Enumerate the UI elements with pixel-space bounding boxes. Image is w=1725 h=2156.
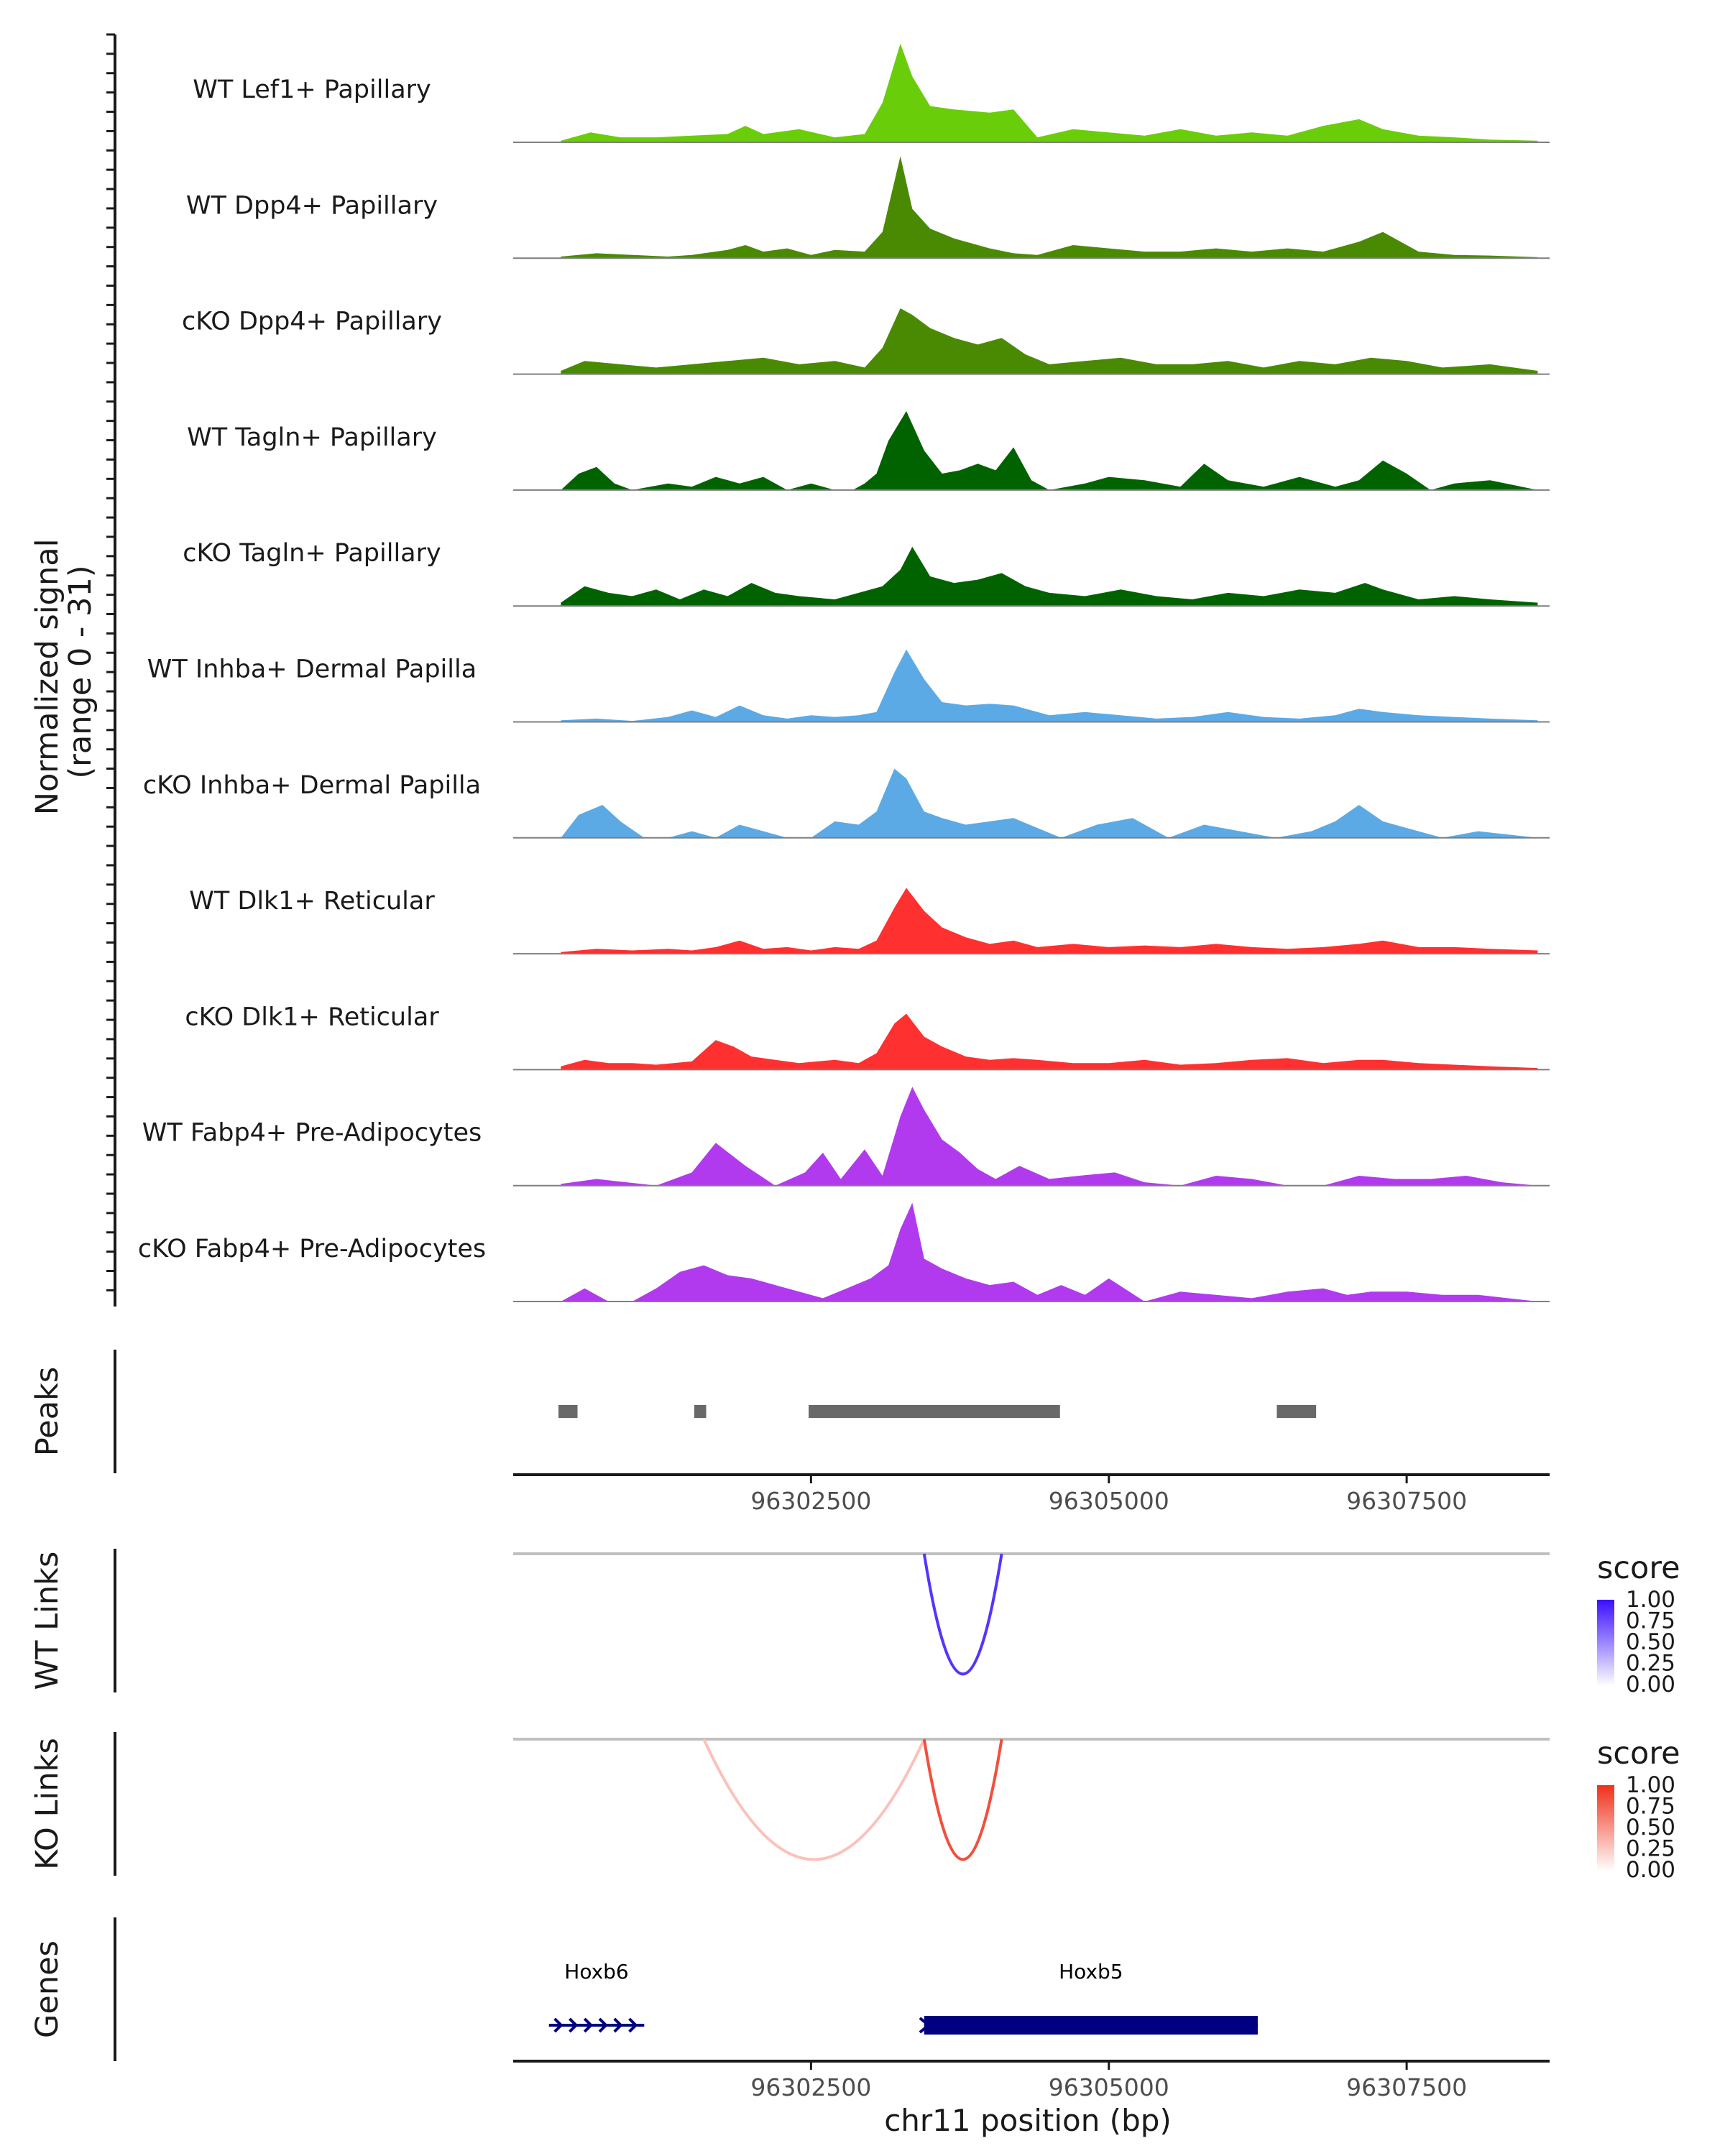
genes-title: Genes bbox=[29, 1940, 65, 2038]
ko-legend-colorbar bbox=[1597, 1785, 1614, 1871]
track-label: cKO Dlk1+ Reticular bbox=[185, 1003, 439, 1031]
signal-area bbox=[561, 888, 1538, 954]
ko-links-title: KO Links bbox=[29, 1738, 65, 1870]
track-11: cKO Fabp4+ Pre-Adipocytes bbox=[138, 1202, 1550, 1302]
legend-tick-label: 0.50 bbox=[1626, 1629, 1675, 1655]
track-label: WT Inhba+ Dermal Papilla bbox=[147, 655, 477, 684]
ko-links-legend: score 1.000.750.500.250.00 bbox=[1597, 1736, 1680, 1883]
coverage-y-ticks bbox=[106, 33, 115, 1291]
strand-arrow bbox=[553, 2017, 564, 2033]
signal-area bbox=[561, 546, 1538, 607]
x-tick-label: 96307500 bbox=[1346, 2073, 1467, 2101]
legend-tick-label: 0.50 bbox=[1626, 1815, 1675, 1841]
gene-exon bbox=[924, 2016, 1258, 2035]
x-axis-title: chr11 position (bp) bbox=[884, 2103, 1172, 2138]
peaks-track bbox=[558, 1405, 1317, 1418]
y-axis-title-line2: (range 0 - 31) bbox=[63, 565, 98, 778]
legend-tick-label: 1.00 bbox=[1626, 1772, 1675, 1798]
strand-arrow bbox=[613, 2017, 623, 2033]
track-8: WT Dlk1+ Reticular bbox=[189, 887, 1550, 955]
strand-arrow bbox=[919, 2017, 931, 2034]
signal-area bbox=[561, 308, 1538, 374]
peaks-title: Peaks bbox=[29, 1367, 65, 1457]
track-7: cKO Inhba+ Dermal Papilla bbox=[143, 768, 1550, 839]
track-label: WT Dpp4+ Papillary bbox=[186, 191, 438, 220]
wt-legend-ticks: 1.000.750.500.250.00 bbox=[1626, 1587, 1675, 1697]
gene-hoxb5: Hoxb5 bbox=[919, 1960, 1258, 2035]
track-3: cKO Dpp4+ Papillary bbox=[182, 308, 1550, 375]
strand-arrow bbox=[569, 2017, 579, 2033]
strand-arrow bbox=[598, 2017, 608, 2033]
track-6: WT Inhba+ Dermal Papilla bbox=[147, 649, 1550, 723]
legend-tick-label: 0.00 bbox=[1626, 1672, 1675, 1697]
x-tick-label: 96302500 bbox=[750, 1487, 871, 1515]
y-axis-title: Normalized signal (range 0 - 31) bbox=[29, 529, 98, 815]
wt-links-legend: score 1.000.750.500.250.00 bbox=[1597, 1550, 1680, 1697]
track-label: WT Dlk1+ Reticular bbox=[189, 887, 435, 916]
wt-links-arcs bbox=[922, 1553, 1003, 1676]
track-5: cKO Tagln+ Papillary bbox=[183, 539, 1550, 607]
strand-arrow bbox=[628, 2017, 638, 2033]
wt-links-title: WT Links bbox=[29, 1552, 65, 1690]
strand-arrow bbox=[583, 2017, 594, 2033]
x-tick-label: 96305000 bbox=[1049, 2073, 1169, 2101]
y-axis-title-line1: Normalized signal bbox=[29, 538, 65, 815]
signal-area bbox=[561, 1013, 1538, 1070]
gene-label: Hoxb6 bbox=[564, 1960, 628, 1984]
gene-label: Hoxb5 bbox=[1059, 1960, 1123, 1984]
track-label: cKO Tagln+ Papillary bbox=[183, 539, 441, 568]
legend-tick-label: 0.25 bbox=[1626, 1651, 1675, 1677]
ko-links-arcs bbox=[702, 1738, 1003, 1861]
legend-tick-label: 0.75 bbox=[1626, 1608, 1675, 1634]
wt-legend-title: score bbox=[1597, 1550, 1680, 1586]
x-tick-label: 96302500 bbox=[750, 2073, 871, 2101]
track-9: cKO Dlk1+ Reticular bbox=[185, 1003, 1550, 1071]
track-label: WT Lef1+ Papillary bbox=[193, 75, 431, 104]
link-arc bbox=[702, 1738, 926, 1861]
track-2: WT Dpp4+ Papillary bbox=[186, 156, 1550, 259]
track-label: cKO Dpp4+ Papillary bbox=[182, 308, 442, 336]
wt-legend-colorbar bbox=[1597, 1600, 1614, 1686]
ko-legend-title: score bbox=[1597, 1736, 1680, 1772]
link-arc bbox=[922, 1738, 1003, 1861]
peak-region bbox=[558, 1405, 578, 1418]
track-4: WT Tagln+ Papillary bbox=[187, 411, 1550, 491]
track-label: WT Fabp4+ Pre-Adipocytes bbox=[142, 1119, 482, 1148]
ko-legend-ticks: 1.000.750.500.250.00 bbox=[1626, 1772, 1675, 1883]
link-arc bbox=[922, 1553, 1003, 1676]
peak-region bbox=[809, 1405, 1060, 1418]
track-label: cKO Fabp4+ Pre-Adipocytes bbox=[138, 1235, 486, 1263]
legend-tick-label: 0.75 bbox=[1626, 1794, 1675, 1820]
peak-region bbox=[1276, 1405, 1317, 1418]
legend-tick-label: 1.00 bbox=[1626, 1587, 1675, 1613]
genes-x-ticks: 96302500 96305000 96307500 bbox=[750, 2061, 1467, 2101]
genes-track: Hoxb6 Hoxb5 bbox=[548, 1960, 1258, 2035]
coverage-tracks: WT Lef1+ Papillary WT Dpp4+ Papillary cKO … bbox=[138, 43, 1550, 1302]
gene-hoxb6: Hoxb6 bbox=[548, 1960, 645, 2033]
x-tick-label: 96307500 bbox=[1346, 1487, 1467, 1515]
track-label: WT Tagln+ Papillary bbox=[187, 423, 437, 452]
legend-tick-label: 0.00 bbox=[1626, 1857, 1675, 1883]
legend-tick-label: 0.25 bbox=[1626, 1836, 1675, 1862]
track-10: WT Fabp4+ Pre-Adipocytes bbox=[142, 1087, 1550, 1187]
peaks-x-ticks: 96302500 96305000 96307500 bbox=[750, 1475, 1467, 1515]
track-label: cKO Inhba+ Dermal Papilla bbox=[143, 771, 481, 800]
signal-area bbox=[561, 1202, 1538, 1302]
track-1: WT Lef1+ Papillary bbox=[193, 43, 1550, 143]
peak-region bbox=[694, 1405, 707, 1418]
x-tick-label: 96305000 bbox=[1049, 1487, 1169, 1515]
